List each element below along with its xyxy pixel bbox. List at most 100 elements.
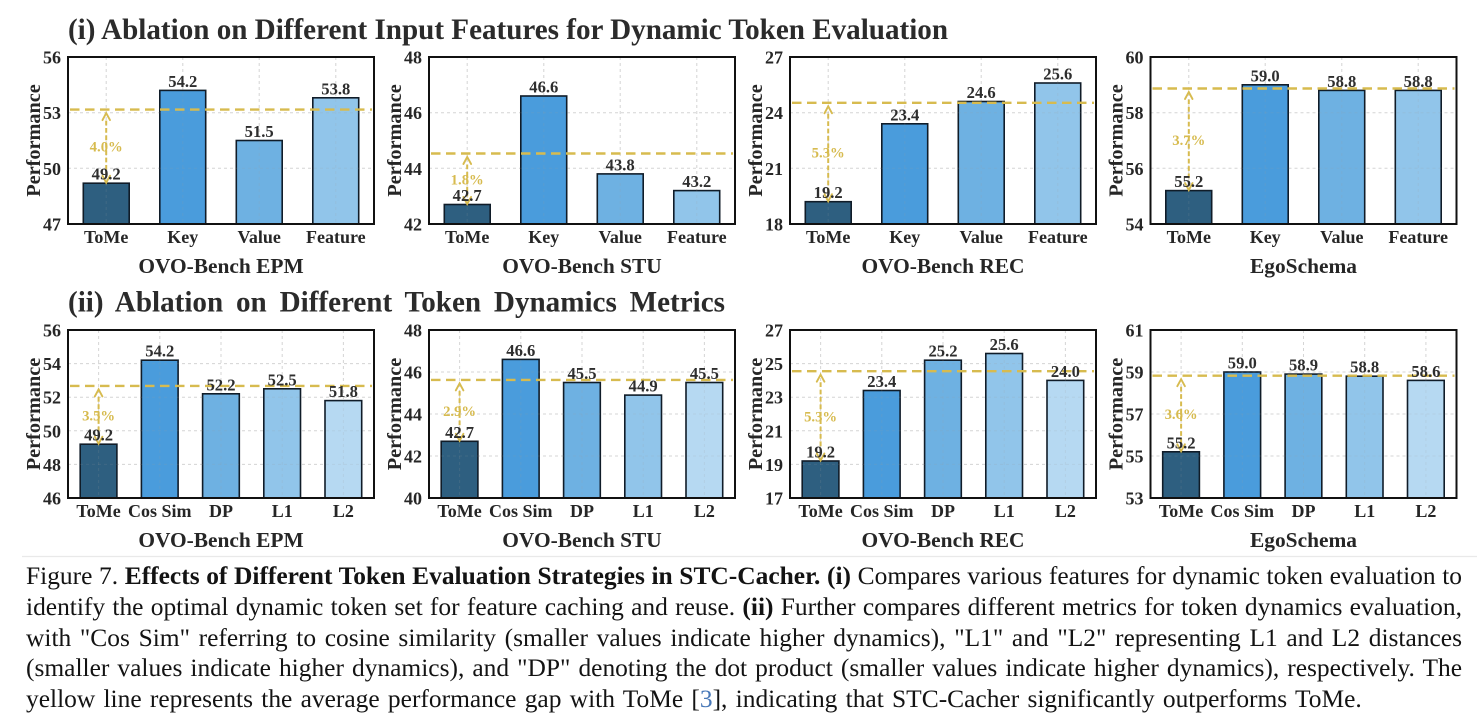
svg-text:54: 54 xyxy=(43,354,61,374)
svg-text:61: 61 xyxy=(1126,320,1144,340)
svg-text:56: 56 xyxy=(43,320,61,340)
svg-text:45.5: 45.5 xyxy=(690,364,719,383)
svg-text:Feature: Feature xyxy=(667,227,727,247)
svg-text:51.8: 51.8 xyxy=(329,382,358,401)
svg-text:49.2: 49.2 xyxy=(92,165,121,184)
svg-text:ToMe: ToMe xyxy=(806,227,850,247)
svg-text:55: 55 xyxy=(1126,446,1144,466)
svg-text:43.2: 43.2 xyxy=(682,172,711,191)
svg-text:Feature: Feature xyxy=(306,227,366,247)
svg-text:OVO-Bench EPM: OVO-Bench EPM xyxy=(138,254,303,278)
svg-text:5.3%: 5.3% xyxy=(804,409,837,425)
svg-text:27: 27 xyxy=(765,47,783,67)
svg-text:59.0: 59.0 xyxy=(1251,66,1280,85)
svg-text:23: 23 xyxy=(765,388,783,408)
svg-text:25.6: 25.6 xyxy=(990,335,1019,354)
svg-text:OVO-Bench REC: OVO-Bench REC xyxy=(862,254,1025,278)
svg-text:21: 21 xyxy=(765,159,783,179)
svg-text:53: 53 xyxy=(43,103,61,123)
svg-text:L1: L1 xyxy=(272,501,293,521)
svg-text:60: 60 xyxy=(1126,47,1144,67)
svg-text:ToMe: ToMe xyxy=(76,501,120,521)
svg-text:3.6%: 3.6% xyxy=(1165,407,1198,423)
svg-text:Performance: Performance xyxy=(23,84,45,197)
svg-text:L1: L1 xyxy=(1354,501,1375,521)
svg-text:48: 48 xyxy=(404,47,422,67)
svg-text:Cos Sim: Cos Sim xyxy=(128,501,192,521)
svg-text:ToMe: ToMe xyxy=(84,227,128,247)
svg-text:Key: Key xyxy=(167,227,198,247)
svg-text:OVO-Bench STU: OVO-Bench STU xyxy=(502,528,661,552)
svg-text:OVO-Bench STU: OVO-Bench STU xyxy=(502,254,661,278)
svg-text:54.2: 54.2 xyxy=(145,342,174,361)
svg-text:Performance: Performance xyxy=(23,358,45,471)
svg-text:Feature: Feature xyxy=(1028,227,1088,247)
svg-text:Performance: Performance xyxy=(1106,84,1128,197)
svg-text:Value: Value xyxy=(238,227,281,247)
svg-text:58.8: 58.8 xyxy=(1327,72,1356,91)
svg-text:ToMe: ToMe xyxy=(798,501,842,521)
svg-text:DP: DP xyxy=(209,501,233,521)
svg-text:Performance: Performance xyxy=(384,84,406,197)
svg-text:1.8%: 1.8% xyxy=(451,172,484,188)
svg-text:EgoSchema: EgoSchema xyxy=(1250,254,1357,278)
svg-text:59: 59 xyxy=(1126,362,1144,382)
svg-text:46: 46 xyxy=(404,362,422,382)
svg-text:18: 18 xyxy=(765,214,783,234)
svg-text:L2: L2 xyxy=(694,501,715,521)
svg-text:25: 25 xyxy=(765,354,783,374)
svg-text:45.5: 45.5 xyxy=(567,364,596,383)
svg-text:52.2: 52.2 xyxy=(206,375,235,394)
svg-text:3.5%: 3.5% xyxy=(82,408,115,424)
svg-text:23.4: 23.4 xyxy=(867,372,896,391)
svg-text:Performance: Performance xyxy=(745,84,767,197)
svg-text:58: 58 xyxy=(1126,103,1144,123)
svg-text:44: 44 xyxy=(404,159,422,179)
svg-text:42.7: 42.7 xyxy=(453,186,482,205)
svg-text:50: 50 xyxy=(43,421,61,441)
svg-text:54: 54 xyxy=(1126,214,1144,234)
svg-text:54.2: 54.2 xyxy=(168,72,197,91)
svg-text:59.0: 59.0 xyxy=(1228,354,1257,373)
svg-text:Key: Key xyxy=(889,227,920,247)
svg-text:27: 27 xyxy=(765,320,783,340)
svg-text:ToMe: ToMe xyxy=(1167,227,1211,247)
svg-text:(i) Ablation on Different Inpu: (i) Ablation on Different Input Features… xyxy=(68,14,948,46)
svg-text:ToMe: ToMe xyxy=(437,501,481,521)
svg-text:51.5: 51.5 xyxy=(245,122,274,141)
svg-text:L2: L2 xyxy=(333,501,354,521)
svg-text:ToMe: ToMe xyxy=(445,227,489,247)
svg-text:L2: L2 xyxy=(1055,501,1076,521)
svg-text:50: 50 xyxy=(43,159,61,179)
svg-text:42.7: 42.7 xyxy=(445,423,474,442)
svg-text:19.2: 19.2 xyxy=(806,443,835,462)
svg-text:Cos Sim: Cos Sim xyxy=(850,501,914,521)
svg-text:2.9%: 2.9% xyxy=(443,404,476,420)
svg-text:24.6: 24.6 xyxy=(967,83,996,102)
svg-text:25.6: 25.6 xyxy=(1043,65,1072,84)
svg-text:48: 48 xyxy=(404,320,422,340)
svg-text:42: 42 xyxy=(404,214,422,234)
svg-text:4.0%: 4.0% xyxy=(90,140,123,156)
svg-text:44.9: 44.9 xyxy=(629,377,658,396)
svg-text:Cos Sim: Cos Sim xyxy=(489,501,553,521)
svg-text:46.6: 46.6 xyxy=(506,341,535,360)
svg-text:L1: L1 xyxy=(994,501,1015,521)
svg-text:48: 48 xyxy=(43,455,61,475)
svg-text:58.8: 58.8 xyxy=(1350,358,1379,377)
svg-text:44: 44 xyxy=(404,404,422,424)
svg-text:49.2: 49.2 xyxy=(84,426,113,445)
svg-text:19.2: 19.2 xyxy=(814,183,843,202)
svg-text:Value: Value xyxy=(1320,227,1363,247)
svg-text:55.2: 55.2 xyxy=(1174,172,1203,191)
svg-text:42: 42 xyxy=(404,446,422,466)
svg-text:25.2: 25.2 xyxy=(928,342,957,361)
svg-text:24.0: 24.0 xyxy=(1051,362,1080,381)
svg-text:DP: DP xyxy=(1292,501,1316,521)
svg-text:(ii) Ablation on Different Tok: (ii) Ablation on Different Token Dynamic… xyxy=(68,287,725,319)
svg-text:53: 53 xyxy=(1126,488,1144,508)
svg-text:57: 57 xyxy=(1126,404,1144,424)
svg-text:46.6: 46.6 xyxy=(529,78,558,97)
svg-text:52.5: 52.5 xyxy=(268,370,297,389)
svg-text:Performance: Performance xyxy=(384,358,406,471)
